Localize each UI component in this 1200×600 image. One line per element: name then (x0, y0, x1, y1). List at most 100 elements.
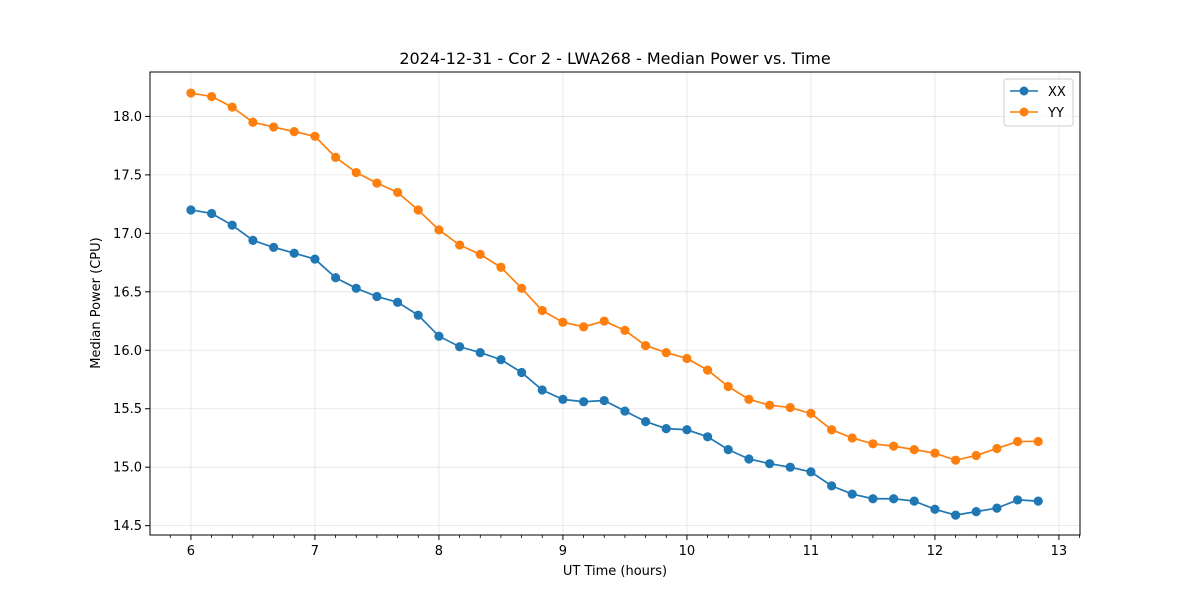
data-point-xx (620, 406, 630, 416)
data-point-yy (413, 205, 423, 215)
data-point-yy (269, 122, 279, 132)
data-point-xx (579, 397, 589, 407)
data-point-xx (806, 467, 816, 477)
data-point-yy (806, 408, 816, 419)
data-point-xx (413, 310, 423, 320)
data-point-xx (744, 454, 754, 464)
x-tick-label: 13 (1051, 544, 1068, 559)
data-point-xx (289, 248, 299, 258)
data-point-yy (537, 305, 547, 316)
data-point-xx (310, 254, 320, 264)
data-point-xx (847, 489, 857, 499)
x-tick-label: 10 (679, 544, 696, 559)
x-tick-label: 6 (187, 544, 195, 559)
data-point-yy (351, 167, 361, 178)
y-tick-label: 17.5 (113, 168, 142, 183)
x-axis-label: UT Time (hours) (563, 564, 667, 579)
data-point-yy (310, 131, 320, 141)
data-point-yy (331, 152, 341, 162)
legend-marker-xx (1019, 86, 1029, 96)
data-point-xx (227, 220, 237, 230)
y-tick-label: 14.5 (113, 519, 142, 534)
data-point-yy (827, 425, 837, 435)
data-point-yy (723, 381, 733, 392)
y-tick-label: 15.0 (113, 461, 142, 476)
data-point-xx (661, 424, 671, 434)
data-point-yy (1013, 436, 1023, 447)
data-point-yy (207, 91, 217, 102)
data-point-yy (868, 439, 878, 449)
data-point-xx (331, 273, 341, 283)
data-point-yy (765, 400, 775, 410)
data-point-yy (558, 317, 568, 327)
x-tick-label: 11 (803, 544, 820, 559)
data-point-xx (641, 416, 651, 427)
data-point-xx (765, 459, 775, 469)
data-point-xx (558, 394, 568, 404)
plot-frame (149, 71, 1081, 536)
x-tick-label: 7 (311, 544, 319, 559)
data-point-xx (351, 283, 361, 293)
data-point-xx (889, 494, 899, 504)
data-point-yy (909, 445, 919, 455)
data-point-yy (372, 178, 382, 188)
data-point-yy (951, 455, 961, 465)
data-point-yy (186, 88, 196, 98)
data-point-yy (785, 402, 795, 413)
data-point-yy (496, 262, 506, 272)
data-point-xx (434, 331, 444, 341)
x-tick-label: 12 (927, 544, 944, 559)
data-point-yy (703, 365, 713, 375)
data-point-xx (517, 367, 527, 378)
data-point-yy (579, 322, 589, 332)
y-tick-label: 18.0 (113, 110, 142, 125)
data-point-yy (434, 225, 444, 235)
data-point-xx (537, 385, 547, 395)
data-point-xx (248, 235, 258, 245)
data-point-xx (455, 342, 465, 352)
x-tick-label: 9 (559, 544, 567, 559)
legend-marker-yy (1019, 107, 1029, 117)
data-point-yy (661, 348, 671, 358)
y-tick-label: 16.5 (113, 285, 142, 300)
data-point-xx (269, 242, 279, 252)
data-point-yy (992, 443, 1002, 454)
data-point-yy (889, 441, 899, 451)
y-tick-label: 17.0 (113, 227, 142, 242)
y-tick-label: 16.0 (113, 344, 142, 359)
data-point-xx (1013, 495, 1023, 505)
data-point-yy (682, 353, 692, 364)
data-point-yy (971, 450, 981, 461)
chart-title: 2024-12-31 - Cor 2 - LWA268 - Median Pow… (399, 49, 830, 68)
data-point-yy (930, 448, 940, 458)
legend-label-xx: XX (1048, 85, 1066, 100)
data-point-yy (289, 127, 299, 137)
data-point-xx (475, 348, 485, 358)
data-point-xx (723, 445, 733, 455)
data-point-yy (744, 394, 754, 404)
data-point-xx (372, 291, 382, 302)
axes: 6 7 8 9 10 11 12 13 14.5 15.0 15.5 16.0 16.5 17.0 17.5… (113, 110, 1080, 559)
data-point-yy (248, 117, 258, 127)
x-tick-label: 8 (435, 544, 443, 559)
legend: XX YY (1003, 78, 1074, 127)
data-point-xx (909, 496, 919, 506)
data-point-yy (599, 316, 609, 326)
y-axis-label: Median Power (CPU) (89, 237, 104, 368)
data-point-xx (599, 395, 609, 406)
data-point-xx (971, 507, 981, 517)
data-point-yy (393, 187, 403, 198)
series-layer (186, 88, 1043, 520)
data-point-yy (517, 283, 527, 293)
data-point-xx (992, 503, 1002, 513)
data-point-xx (207, 208, 217, 219)
data-point-xx (930, 504, 940, 514)
data-point-yy (847, 433, 857, 443)
data-point-yy (455, 240, 465, 250)
data-point-xx (186, 205, 196, 215)
data-point-yy (620, 325, 630, 335)
data-point-xx (868, 494, 878, 504)
